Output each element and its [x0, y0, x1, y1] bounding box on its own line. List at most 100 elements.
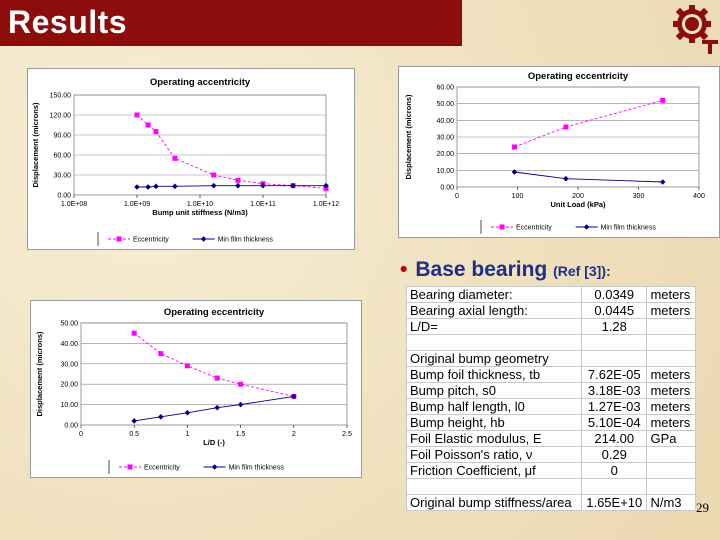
data-point — [511, 144, 517, 150]
y-tick-label: 10.00 — [60, 402, 78, 409]
table-row: Bearing axial length: 0.0445 meters — [405, 302, 696, 319]
table-cell-label: Original bump geometry — [405, 350, 583, 367]
table-cell-label: Original bump stiffness/area — [405, 494, 583, 511]
legend-marker — [116, 236, 122, 242]
legend-marker — [499, 224, 505, 230]
x-tick-label: 1.0E+09 — [124, 201, 150, 208]
table-cell-label: Bearing axial length: — [405, 302, 583, 319]
table-row: Foil Poisson's ratio, ν 0.29 — [405, 446, 696, 463]
table-cell-label: Bump height, hb — [405, 414, 583, 431]
y-tick-label: 40.00 — [60, 341, 78, 348]
chart-stiffness: Operating accentricity 0.00 30.00 60.00 90.0… — [31, 77, 339, 246]
x-tick-label: 200 — [572, 193, 584, 200]
slide-title: Results — [8, 4, 128, 40]
y-axis-label: Displacement (microns) — [404, 94, 413, 180]
x-tick-label: 1 — [185, 431, 189, 438]
y-tick-label: 60.00 — [53, 153, 71, 160]
table-row — [405, 478, 696, 495]
data-point — [153, 129, 159, 135]
table-row: Bump half length, l0 1.27E-03 meters — [405, 398, 696, 415]
legend-marker — [127, 464, 133, 470]
plot-area — [80, 322, 348, 426]
data-point — [511, 169, 518, 175]
table-cell-value — [581, 478, 648, 495]
table-cell-unit — [646, 478, 696, 495]
chart-panel-load: Operating eccentricity 0.00 10.00 20.00 30.0… — [398, 66, 720, 238]
bullet-ref: (Ref [3]): — [553, 263, 611, 279]
plot-area — [73, 94, 327, 196]
table-row: Bearing diameter: 0.0349 meters — [405, 286, 696, 303]
table-cell-label — [405, 334, 583, 351]
chart-title: Operating eccentricity — [164, 307, 265, 318]
table-cell-label: Bump foil thickness, tb — [405, 366, 583, 383]
series-line — [134, 395, 294, 422]
data-point — [235, 177, 241, 183]
x-axis-label: Bump unit stiffness (N/m3) — [152, 208, 248, 217]
y-tick-label: 0.00 — [57, 193, 71, 200]
x-tick-label: 400 — [693, 193, 705, 200]
table-cell-value: 0.29 — [581, 446, 648, 463]
data-point — [184, 363, 190, 369]
x-axis-label: L/D (-) — [203, 438, 225, 447]
x-tick-label: 0 — [455, 193, 459, 200]
chart-ld: Operating eccentricity 0.00 10.00 20.00 30.0… — [35, 307, 352, 474]
data-point — [145, 122, 151, 128]
data-point — [660, 97, 666, 103]
data-point — [210, 182, 217, 189]
chart-panel-stiffness: Operating accentricity 0.00 30.00 60.00 90.0… — [27, 68, 355, 250]
table-cell-value — [581, 334, 648, 351]
table-cell-label: Foil Elastic modulus, E — [405, 430, 583, 447]
bullet-dot: • — [400, 258, 408, 281]
x-tick-label: 300 — [633, 193, 645, 200]
x-tick-label: 1.5 — [236, 431, 246, 438]
table-row: Bump foil thickness, tb 7.62E-05 meters — [405, 366, 696, 383]
chart-panel-ld: Operating eccentricity 0.00 10.00 20.00 30.0… — [30, 300, 362, 478]
table-cell-unit: GPa — [646, 430, 696, 447]
table-cell-unit — [646, 462, 696, 479]
data-point — [172, 155, 178, 161]
bearing-params-table: Bearing diameter: 0.0349 meters Bearing axi… — [405, 286, 696, 511]
x-tick-label: 2.5 — [342, 431, 352, 438]
table-cell-value: 1.65E+10 — [581, 494, 648, 511]
data-point — [659, 179, 666, 185]
table-cell-label: Bump half length, l0 — [405, 398, 583, 415]
legend-marker — [583, 224, 590, 230]
x-tick-label: 100 — [512, 193, 524, 200]
table-cell-label: Foil Poisson's ratio, ν — [405, 446, 583, 463]
chart-load: Operating eccentricity 0.00 10.00 20.00 30.0… — [404, 71, 705, 234]
y-tick-label: 20.00 — [436, 151, 454, 158]
table-cell-value: 214.00 — [581, 430, 648, 447]
table-cell-value: 7.62E-05 — [581, 366, 648, 383]
table-row: Bump height, hb 5.10E-04 meters — [405, 414, 696, 431]
x-tick-label: 0.5 — [129, 431, 139, 438]
series-line — [133, 332, 294, 397]
x-tick-label: 1.0E+12 — [313, 201, 339, 208]
x-tick-label: 0 — [79, 431, 83, 438]
legend-entry: Eccentricity — [133, 237, 169, 244]
bullet-base-bearing: • Base bearing (Ref [3]): — [400, 258, 611, 282]
table-row: L/D= 1.28 — [405, 318, 696, 335]
table-cell-label: Bump pitch, s0 — [405, 382, 583, 399]
table-cell-unit: meters — [646, 286, 696, 303]
table-cell-value — [581, 350, 648, 367]
table-row — [405, 334, 696, 351]
data-point — [238, 381, 244, 387]
y-axis-label: Displacement (microns) — [35, 331, 44, 417]
table-cell-value: 0.0445 — [581, 302, 648, 319]
y-tick-label: 50.00 — [436, 101, 454, 108]
legend-entry: Eccentricity — [144, 465, 180, 472]
table-cell-value: 1.27E-03 — [581, 398, 648, 415]
data-point — [134, 112, 140, 118]
title-bar: Results — [0, 0, 462, 46]
y-tick-label: 50.00 — [60, 321, 78, 328]
y-tick-label: 30.00 — [436, 135, 454, 142]
table-cell-label: L/D= — [405, 318, 583, 335]
table-cell-unit — [646, 334, 696, 351]
y-tick-label: 150.00 — [50, 93, 72, 100]
y-axis-label: Displacement (microns) — [31, 102, 40, 188]
table-cell-value: 0 — [581, 462, 648, 479]
table-cell-unit — [646, 350, 696, 367]
bullet-text: Base bearing — [415, 258, 548, 281]
legend-marker — [211, 464, 218, 470]
chart-title: Operating accentricity — [150, 77, 251, 88]
